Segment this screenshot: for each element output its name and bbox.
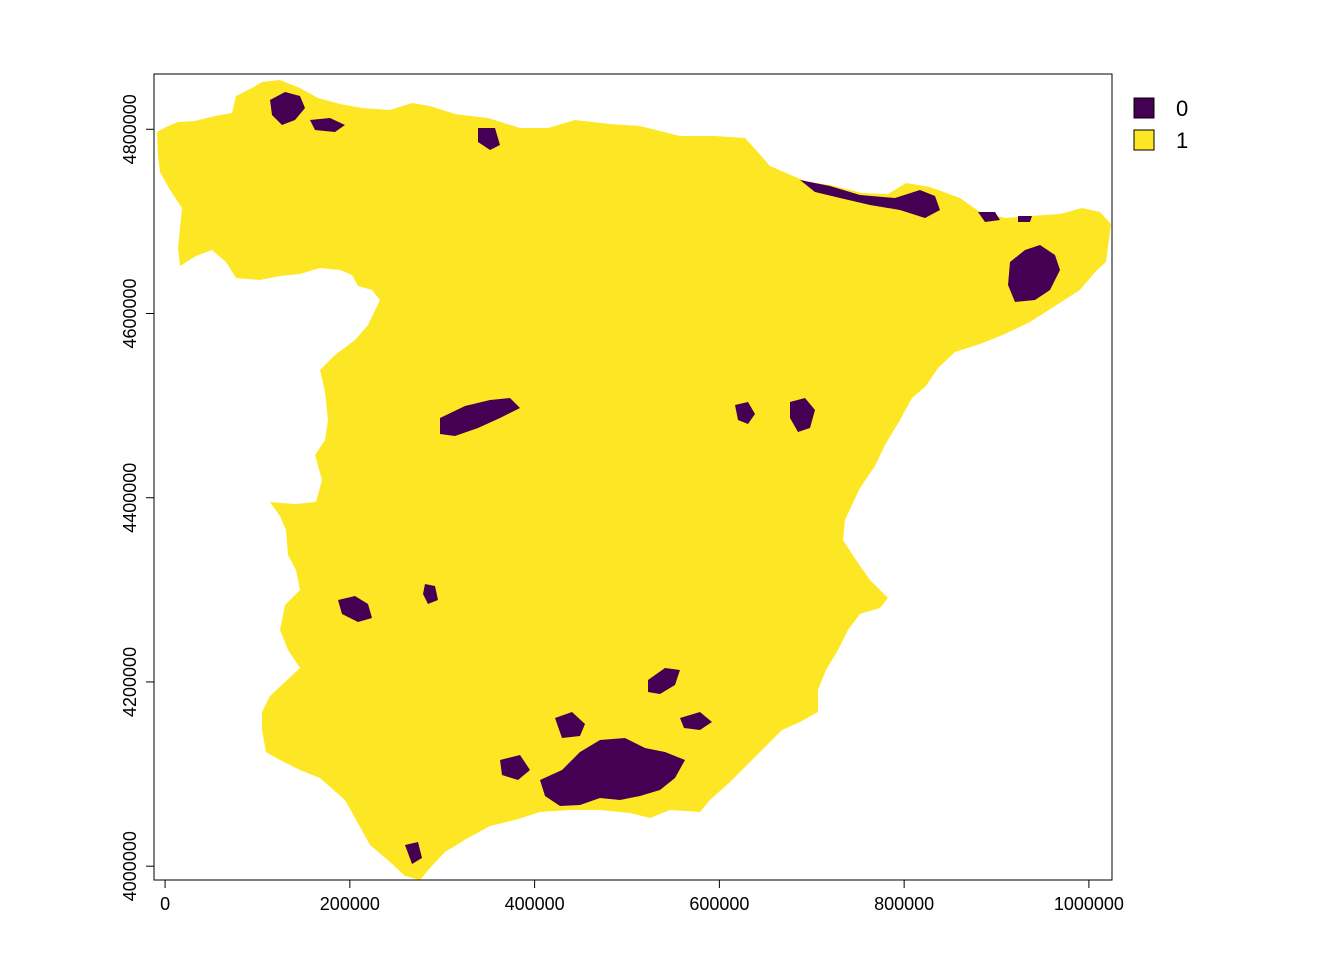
x-tick-label: 800000: [874, 894, 934, 914]
x-axis: 0 200000 400000 600000 800000 1000000: [160, 880, 1124, 914]
y-tick-label: 4400000: [120, 463, 140, 533]
patch-value-0: [540, 738, 685, 806]
patch-value-0: [478, 128, 500, 150]
y-tick-label: 4800000: [120, 94, 140, 164]
legend-swatch: [1133, 129, 1155, 151]
x-tick-label: 600000: [689, 894, 749, 914]
patch-value-0: [648, 668, 680, 694]
y-tick-label: 4600000: [120, 278, 140, 348]
x-tick-label: 200000: [320, 894, 380, 914]
patch-value-0: [735, 402, 755, 424]
plot-frame: [153, 73, 1113, 881]
patch-value-0: [555, 712, 585, 738]
patch-value-0: [1018, 216, 1032, 222]
legend-label: 0: [1176, 96, 1188, 121]
patch-value-0: [338, 596, 372, 622]
raster-value-0-patches: [270, 92, 1060, 864]
patch-value-0: [270, 92, 305, 125]
patch-value-0: [800, 180, 940, 218]
y-axis: 4000000 4200000 4400000 4600000 4800000: [120, 94, 154, 901]
patch-value-0: [680, 712, 712, 730]
patch-value-0: [423, 584, 438, 604]
legend-swatch: [1133, 97, 1155, 119]
x-tick-label: 400000: [505, 894, 565, 914]
raster-layer: [157, 80, 1111, 880]
patch-value-0: [500, 755, 530, 780]
legend: 01: [1133, 96, 1188, 153]
x-tick-label: 1000000: [1054, 894, 1124, 914]
y-tick-label: 4200000: [120, 647, 140, 717]
patch-value-0: [440, 398, 520, 436]
patch-value-0: [310, 118, 345, 132]
patch-value-0: [978, 212, 1000, 222]
y-tick-label: 4000000: [120, 831, 140, 901]
patch-value-0: [1008, 245, 1060, 302]
patch-value-0: [405, 842, 422, 864]
legend-label: 1: [1176, 128, 1188, 153]
patch-value-0: [790, 398, 815, 432]
x-tick-label: 0: [160, 894, 170, 914]
raster-value-1-region: [157, 80, 1111, 880]
